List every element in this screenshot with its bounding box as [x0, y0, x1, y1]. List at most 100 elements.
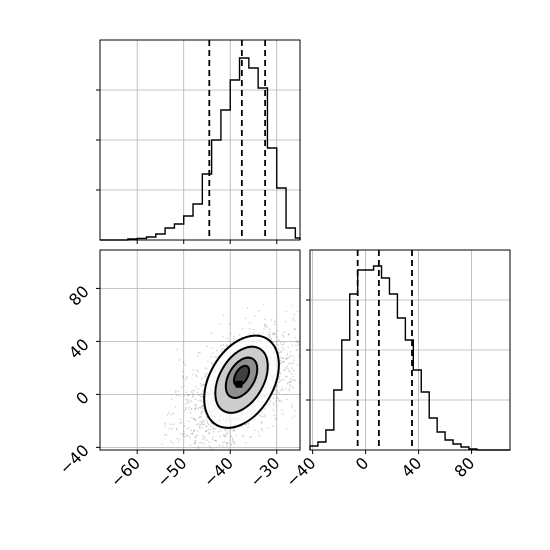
scatter-point	[199, 395, 202, 398]
scatter-point	[238, 333, 241, 336]
scatter-point	[258, 309, 260, 312]
scatter-point	[206, 372, 208, 375]
scatter-point	[276, 396, 278, 399]
scatter-point	[247, 423, 250, 425]
scatter-point	[281, 361, 284, 363]
scatter-point	[197, 399, 200, 402]
scatter-point	[293, 319, 295, 321]
scatter-point	[272, 409, 275, 412]
scatter-point	[168, 427, 171, 430]
scatter-point	[327, 347, 329, 349]
scatter-point	[272, 340, 275, 343]
scatter-point	[203, 383, 206, 386]
scatter-point	[321, 320, 323, 322]
scatter-point	[270, 337, 272, 340]
scatter-point	[206, 422, 209, 424]
scatter-point	[280, 379, 282, 382]
scatter-point	[239, 465, 241, 467]
scatter-point	[168, 411, 170, 414]
scatter-point	[231, 439, 234, 441]
scatter-point	[280, 409, 283, 411]
scatter-point	[290, 362, 292, 364]
x-tick-label: −50	[153, 453, 190, 490]
scatter-point	[191, 395, 194, 398]
scatter-point	[285, 375, 288, 378]
scatter-point	[210, 332, 213, 335]
histogram-y-steps	[309, 265, 510, 451]
scatter-point	[276, 330, 278, 332]
scatter-point	[293, 313, 296, 316]
scatter-point	[214, 451, 216, 453]
scatter-point	[200, 420, 203, 423]
scatter-point	[188, 401, 190, 403]
scatter-point	[301, 370, 303, 372]
scatter-point	[281, 357, 284, 359]
scatter-point	[180, 421, 182, 424]
scatter-point	[186, 434, 189, 437]
scatter-point	[197, 355, 199, 357]
scatter-point	[268, 331, 271, 334]
scatter-point	[202, 419, 205, 421]
scatter-point	[292, 386, 294, 389]
y-tick-label: 40	[65, 335, 93, 363]
scatter-point	[283, 360, 286, 363]
scatter-point	[201, 423, 204, 426]
scatter-point	[278, 352, 281, 354]
scatter-point	[200, 423, 203, 425]
scatter-point	[209, 446, 212, 449]
scatter-point	[295, 340, 298, 342]
scatter-point	[224, 435, 227, 438]
scatter-point	[283, 341, 285, 344]
histogram-x-steps	[100, 57, 301, 241]
scatter-point	[184, 436, 186, 438]
scatter-point	[194, 389, 196, 391]
scatter-point	[289, 378, 292, 380]
scatter-point	[293, 379, 296, 382]
scatter-point	[196, 391, 199, 394]
scatter-point	[292, 375, 294, 378]
scatter-point	[224, 428, 226, 431]
scatter-point	[182, 454, 184, 456]
scatter-point	[302, 368, 304, 370]
scatter-point	[288, 380, 291, 383]
scatter-point	[263, 328, 265, 330]
scatter-point	[175, 390, 177, 392]
scatter-point	[190, 429, 193, 432]
scatter-point	[273, 333, 276, 335]
scatter-point	[211, 347, 213, 350]
scatter-point	[216, 349, 218, 352]
scatter-point	[231, 437, 234, 440]
scatter-point	[246, 307, 249, 309]
scatter-point	[248, 327, 251, 330]
scatter-point	[288, 355, 291, 358]
scatter-point	[286, 353, 289, 356]
scatter-point	[271, 333, 274, 336]
scatter-point	[185, 398, 188, 401]
scatter-point	[301, 341, 303, 343]
scatter-point	[190, 416, 192, 419]
scatter-point	[183, 433, 186, 435]
scatter-point	[200, 442, 203, 444]
scatter-point	[232, 335, 235, 338]
scatter-point	[321, 347, 323, 349]
scatter-point	[176, 394, 178, 397]
scatter-point	[247, 426, 249, 428]
scatter-point	[291, 406, 294, 408]
scatter-point	[291, 417, 293, 419]
scatter-point	[205, 375, 208, 377]
scatter-point	[254, 429, 256, 432]
scatter-point	[202, 383, 204, 386]
scatter-point	[194, 420, 197, 422]
scatter-point	[208, 432, 210, 435]
scatter-point	[282, 335, 285, 338]
scatter-point	[211, 438, 214, 441]
scatter-point	[304, 351, 306, 353]
scatter-point	[248, 333, 251, 335]
scatter-point	[233, 430, 236, 433]
scatter-point	[222, 434, 225, 436]
scatter-point	[196, 430, 199, 432]
scatter-point	[215, 439, 218, 442]
scatter-point	[276, 336, 278, 338]
scatter-point	[183, 384, 185, 387]
scatter-point	[186, 428, 188, 430]
